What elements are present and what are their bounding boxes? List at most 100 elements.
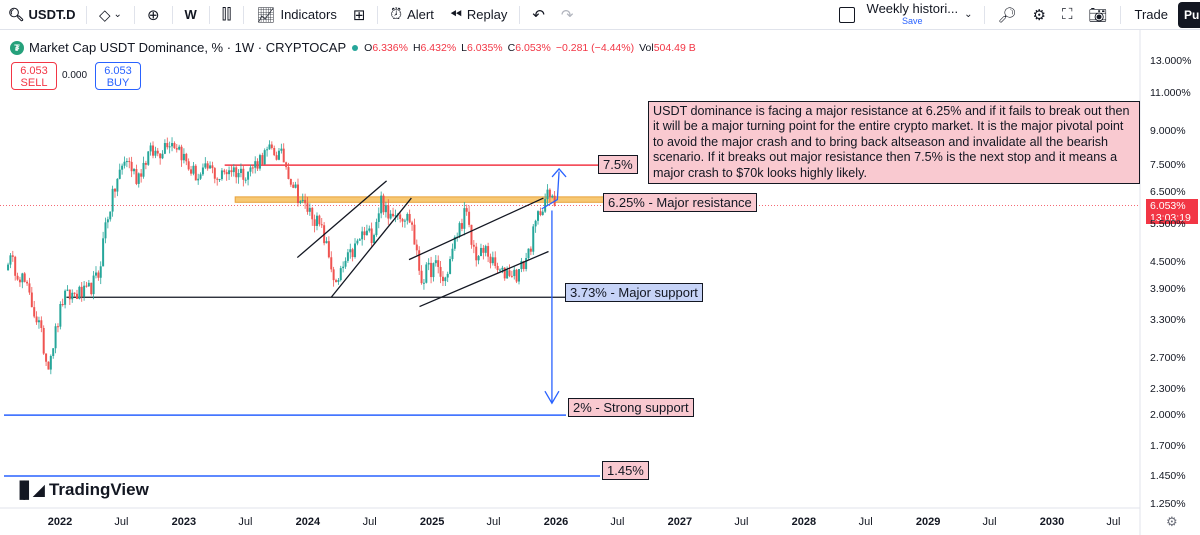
templates-button[interactable]: ⊞ (345, 0, 374, 30)
candle-body (232, 167, 235, 173)
bullish-arrow-line (541, 171, 560, 210)
candle-body (163, 142, 166, 154)
candle-body (387, 205, 390, 219)
layout-checkbox[interactable] (838, 6, 855, 23)
high-label: H (412, 41, 421, 54)
candle-body (432, 263, 435, 278)
candle-body (335, 280, 338, 282)
candle-body (277, 150, 280, 160)
candle-body (275, 155, 278, 160)
tether-logo-icon: ₮ (10, 40, 24, 55)
candle-body (156, 150, 159, 154)
replay-button[interactable]: ⏪︎ Replay (442, 0, 515, 30)
candle-body (501, 267, 504, 270)
candle-body (87, 282, 90, 287)
bearish-arrow-head (544, 390, 560, 405)
candle-body (239, 168, 242, 173)
quick-search-button[interactable]: 🔎︎ (989, 0, 1024, 30)
candle-body (64, 290, 67, 305)
candle-body (261, 155, 264, 165)
candle-body (294, 184, 297, 188)
candle-body (194, 165, 197, 181)
candle-body (123, 161, 126, 166)
candle-body (541, 211, 544, 215)
candle-body (211, 165, 214, 169)
candle-body (92, 275, 95, 295)
buy-button[interactable]: 6.053 BUY (95, 62, 141, 90)
target-label[interactable]: 7.5% (598, 155, 638, 174)
style-menu-button[interactable]: ◇ ⌄ (91, 0, 130, 30)
candle-body (52, 348, 55, 356)
candle-body (287, 167, 290, 179)
legend-title[interactable]: Market Cap USDT Dominance, % · 1W · CRYP… (29, 40, 347, 55)
candle-body (304, 199, 307, 204)
candle-body (320, 224, 323, 226)
candle-body (425, 264, 428, 283)
interval-button[interactable]: W (177, 0, 205, 30)
candle-body (263, 150, 266, 165)
chevron-down-icon: ⌄ (964, 9, 973, 20)
settings-button[interactable]: ⚙︎ (1025, 0, 1054, 30)
tradingview-brand[interactable]: ▐▌◢ TradingView (14, 480, 149, 500)
candle-body (368, 228, 371, 231)
symbol-search[interactable]: 🔍︎ USDT.D (0, 0, 82, 30)
sell-button[interactable]: 6.053 SELL (11, 62, 57, 90)
add-symbol-button[interactable]: ⊕ (139, 0, 168, 30)
time-tick-label: Jul (610, 516, 625, 528)
toolbar-divider (1119, 5, 1121, 24)
candle-body (171, 143, 174, 147)
candle-body (515, 269, 518, 282)
candle-body (180, 146, 183, 161)
candle-body (289, 178, 292, 185)
indicators-button[interactable]: 📈︎ Indicators (248, 0, 344, 30)
candle-body (14, 256, 17, 276)
chart-type-button[interactable]: ⫿⫿ (214, 0, 240, 30)
price-tick-label: 3.900% (1150, 282, 1186, 295)
strong-support-label[interactable]: 2% - Strong support (568, 398, 694, 417)
candle-body (358, 239, 361, 241)
candle-body (389, 213, 392, 219)
low-label: L (461, 41, 468, 54)
layout-save: Save (902, 15, 923, 26)
time-tick-label: Jul (238, 516, 253, 528)
undo-button[interactable]: ↶ (524, 0, 553, 30)
redo-button[interactable]: ↷ (553, 0, 582, 30)
analysis-note[interactable]: USDT dominance is facing a major resista… (648, 101, 1140, 185)
alert-button[interactable]: ⏰︎ Alert (382, 0, 441, 30)
resistance-zone (234, 196, 605, 203)
candle-body (133, 169, 136, 172)
candle-body (325, 241, 328, 244)
candle-body (266, 149, 269, 151)
low-number: 6.035% (467, 41, 503, 54)
trade-button[interactable]: Trade (1125, 3, 1178, 27)
candle-body (537, 211, 540, 221)
price-chart[interactable] (0, 30, 1200, 535)
price-tick-label: 11.000% (1150, 86, 1191, 99)
candle-body (403, 220, 406, 222)
gear-icon[interactable]: ⚙︎ (1166, 514, 1178, 529)
candle-body (26, 281, 29, 284)
candle-body (332, 269, 335, 281)
layout-text: Weekly histori... Save (867, 2, 959, 27)
layout-button[interactable]: Weekly histori... Save ⌄ (831, 0, 981, 30)
toolbar-divider (243, 5, 245, 24)
candle-body (99, 266, 102, 278)
candle-body (49, 355, 52, 370)
candle-body (185, 153, 188, 162)
close-value: C6.053% (508, 42, 551, 54)
candle-body (66, 289, 69, 291)
publish-button[interactable]: Pu (1178, 1, 1200, 28)
bottom-level-label[interactable]: 1.45% (602, 461, 649, 480)
candle-body (532, 226, 535, 252)
search-icon: 🔍︎ (8, 6, 25, 22)
last-price-badge: 6.053% 13:03:19 (1146, 199, 1198, 224)
resistance-label[interactable]: 6.25% - Major resistance (603, 193, 757, 212)
snapshot-button[interactable]: 📷︎ (1080, 0, 1115, 30)
toolbar-divider (984, 5, 986, 24)
chart-legend: ₮ Market Cap USDT Dominance, % · 1W · CR… (10, 40, 696, 55)
fullscreen-button[interactable]: ⛶ (1054, 0, 1081, 30)
support-label[interactable]: 3.73% - Major support (565, 283, 703, 302)
candle-body (130, 161, 133, 172)
candle-body (446, 273, 449, 278)
time-tick-label: 2023 (171, 516, 197, 528)
